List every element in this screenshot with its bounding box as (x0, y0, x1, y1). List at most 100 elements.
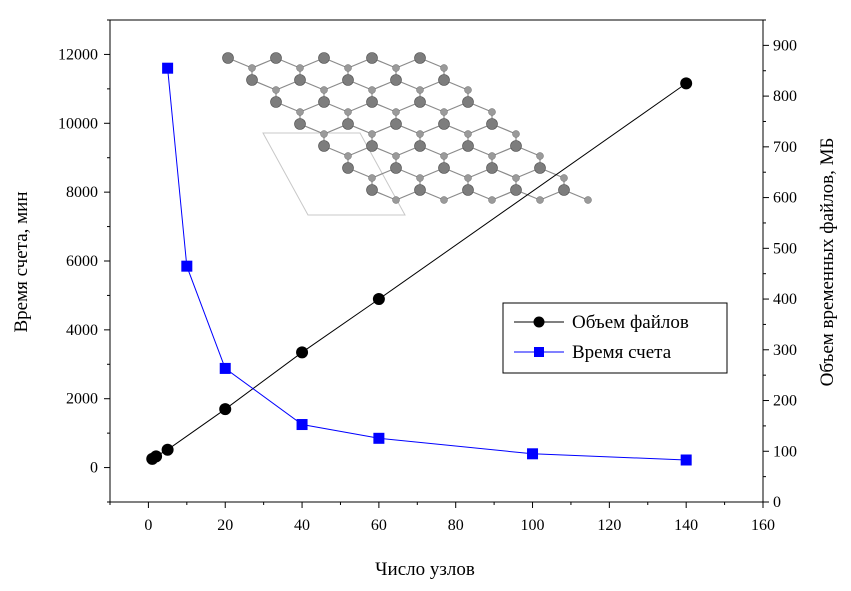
inset-atom-large (366, 52, 378, 64)
inset-atom-large (414, 140, 426, 152)
inset-atom-large (462, 184, 474, 196)
inset-atom-large (510, 184, 522, 196)
series-line-1 (167, 68, 687, 461)
inset-atom-small (320, 86, 328, 94)
inset-atom-large (270, 96, 282, 108)
inset-atom-small (320, 130, 328, 138)
inset-atom-small (392, 152, 400, 160)
y-right-axis-title: Объем временных файлов, МБ (817, 138, 838, 387)
series-line-0 (152, 82, 687, 460)
data-point-square (181, 260, 193, 272)
legend: Объем файлов Время счета (502, 302, 728, 374)
x-tick-label: 80 (448, 517, 464, 534)
y-right-tick-label: 0 (773, 494, 781, 511)
inset-atom-small (464, 130, 472, 138)
inset-atom-small (512, 174, 520, 182)
inset-atom-large (486, 162, 498, 174)
inset-atom-small (440, 196, 448, 204)
x-tick-label: 40 (294, 517, 310, 534)
legend-marker-time (534, 347, 544, 357)
inset-atom-small (536, 152, 544, 160)
data-point-circle (296, 346, 309, 359)
y-right-tick-label: 400 (773, 291, 797, 308)
inset-atom-large (318, 52, 330, 64)
inset-atom-small (440, 64, 448, 72)
inset-atom-large (486, 118, 498, 130)
x-tick-label: 60 (371, 517, 387, 534)
data-point-square (162, 62, 174, 74)
inset-atom-large (294, 74, 306, 86)
inset-atom-small (248, 64, 256, 72)
inset-atom-large (390, 162, 402, 174)
inset-atom-large (438, 74, 450, 86)
inset-atom-large (414, 184, 426, 196)
inset-atom-large (390, 118, 402, 130)
inset-atom-large (270, 52, 282, 64)
inset-atom-large (510, 140, 522, 152)
x-tick-label: 140 (674, 517, 698, 534)
inset-atom-small (272, 86, 280, 94)
data-point-square (680, 454, 692, 466)
y-right-tick-label: 900 (773, 37, 797, 54)
x-tick-label: 120 (597, 517, 621, 534)
inset-atom-large (462, 140, 474, 152)
inset-atom-small (368, 174, 376, 182)
legend-label-time: Время счета (572, 342, 672, 363)
inset-atom-small (392, 64, 400, 72)
x-tick-label: 20 (217, 517, 233, 534)
data-point-square (219, 362, 231, 374)
inset-atom-small (488, 108, 496, 116)
inset-atom-small (368, 86, 376, 94)
inset-atom-small (344, 108, 352, 116)
inset-atom-large (390, 74, 402, 86)
y-left-tick-label: 8000 (66, 184, 98, 201)
x-tick-label: 160 (751, 517, 775, 534)
x-tick-label: 0 (144, 517, 152, 534)
inset-atom-small (488, 196, 496, 204)
inset-atom-large (246, 74, 258, 86)
y-right-tick-label: 100 (773, 443, 797, 460)
inset-atom-small (440, 152, 448, 160)
inset-atom-small (584, 196, 592, 204)
data-point-circle (372, 293, 385, 306)
inset-atom-small (464, 174, 472, 182)
x-axis-title: Число узлов (375, 559, 475, 580)
data-point-circle (219, 403, 232, 416)
inset-atom-large (438, 162, 450, 174)
inset-atom-large (366, 184, 378, 196)
molecular-lattice-inset (222, 52, 592, 216)
y-right-tick-label: 500 (773, 240, 797, 257)
inset-atom-small (296, 108, 304, 116)
data-point-square (527, 448, 539, 460)
inset-atom-small (512, 130, 520, 138)
inset-atom-small (488, 152, 496, 160)
inset-atom-small (368, 130, 376, 138)
y-left-axis-title: Время счета, мин (11, 192, 32, 333)
inset-atom-large (438, 118, 450, 130)
inset-atom-large (558, 184, 570, 196)
inset-atom-large (366, 96, 378, 108)
y-right-tick-label: 800 (773, 88, 797, 105)
inset-atom-small (560, 174, 568, 182)
inset-atom-small (296, 64, 304, 72)
y-right-tick-label: 300 (773, 342, 797, 359)
inset-atom-small (416, 86, 424, 94)
inset-atom-small (536, 196, 544, 204)
y-left-tick-label: 0 (90, 460, 98, 477)
x-tick-label: 100 (521, 517, 545, 534)
inset-atom-small (392, 196, 400, 204)
inset-atom-large (318, 140, 330, 152)
y-left-tick-label: 4000 (66, 322, 98, 339)
inset-atom-small (344, 152, 352, 160)
legend-label-files: Объем файлов (572, 312, 689, 333)
data-point-circle (680, 77, 693, 90)
ticks: 0 20 40 60 80 100 120 140 1600200040006000800010… (58, 19, 797, 534)
plot-frame (109, 19, 764, 503)
y-right-tick-label: 600 (773, 190, 797, 207)
legend-marker-files (533, 316, 545, 328)
series-layer (146, 62, 693, 466)
inset-atom-large (534, 162, 546, 174)
inset-atom-small (440, 108, 448, 116)
data-point-square (373, 432, 385, 444)
inset-atom-large (462, 96, 474, 108)
